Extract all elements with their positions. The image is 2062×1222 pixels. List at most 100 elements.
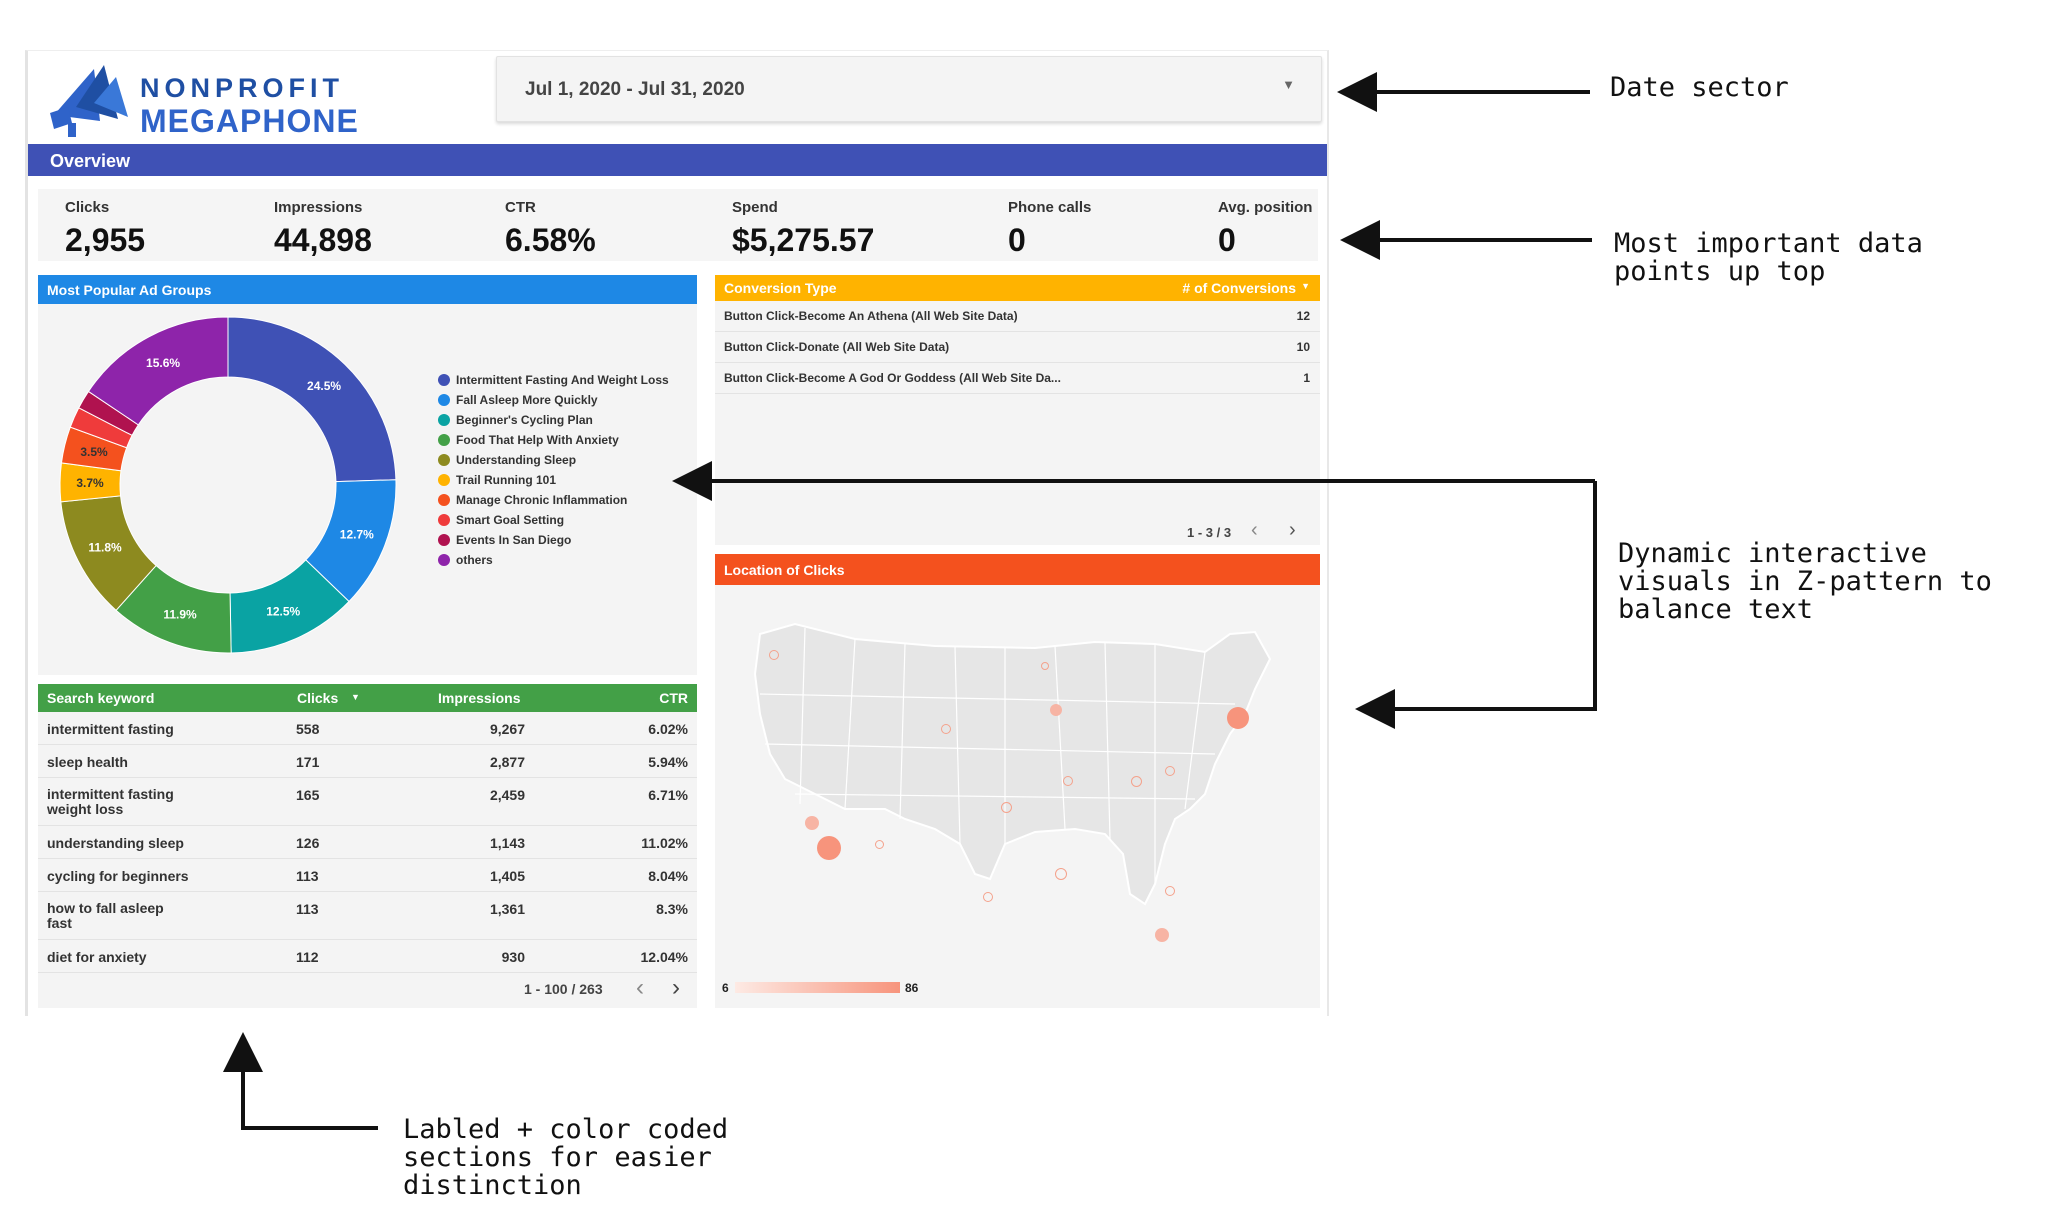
annotation-data-line1: Most important data [1614, 228, 1923, 259]
legend-dot [438, 394, 450, 406]
keywords-pager: 1 - 100 / 263 [524, 981, 603, 997]
conversions-header: Conversion Type # of Conversions ▼ [715, 275, 1320, 301]
conversions-panel: Conversion Type # of Conversions ▼ Butto… [715, 275, 1320, 545]
keyword-cell: sleep health [47, 754, 128, 770]
legend-label: Understanding Sleep [456, 453, 577, 467]
clicks-cell: 126 [296, 835, 320, 851]
annotation-dyn-line1: Dynamic interactive [1618, 538, 1927, 569]
impressions-col-header[interactable]: Impressions [438, 690, 521, 706]
kpi-label: Avg. position [1218, 199, 1313, 216]
conversion-count: 12 [1296, 309, 1310, 323]
ctr-cell: 6.71% [648, 787, 688, 803]
conversion-type: Button Click-Become An Athena (All Web S… [724, 309, 1018, 323]
impressions-cell: 1,405 [489, 868, 525, 884]
map-bubble[interactable] [875, 840, 884, 849]
map-bubble[interactable] [1063, 776, 1073, 786]
annotation-labeled-line2: sections for easier [403, 1142, 712, 1173]
map-bubble[interactable] [805, 816, 819, 830]
conversion-count: 10 [1296, 340, 1310, 354]
location-title: Location of Clicks [724, 562, 845, 578]
legend-item[interactable]: Events In San Diego [438, 533, 688, 548]
ctr-cell: 8.3% [656, 901, 688, 917]
keyword-cell: understanding sleep [47, 835, 184, 851]
kpi-value: 44,898 [274, 222, 372, 258]
annotation-date: Date sector [1610, 72, 1789, 103]
us-map[interactable] [735, 604, 1295, 944]
kpi-label: Clicks [65, 199, 110, 216]
donut-slice-label: 12.7% [340, 528, 374, 542]
map-bubble[interactable] [1131, 776, 1142, 787]
ctr-col-header[interactable]: CTR [659, 690, 688, 706]
impressions-cell: 1,143 [489, 835, 525, 851]
table-row[interactable]: diet for anxiety 112 930 12.04% [38, 940, 697, 973]
map-bubble[interactable] [1155, 928, 1169, 942]
table-row[interactable]: intermittent fasting weight loss 165 2,4… [38, 778, 697, 826]
overview-section-header: Overview [28, 144, 1327, 176]
next-page-icon[interactable]: › [1289, 519, 1296, 541]
megaphone-logo-icon [50, 65, 128, 137]
next-page-icon[interactable]: › [672, 974, 680, 1001]
table-row[interactable]: intermittent fasting 558 9,267 6.02% [38, 712, 697, 745]
map-bubble-large[interactable] [1227, 707, 1249, 729]
table-row[interactable]: Button Click-Become An Athena (All Web S… [715, 301, 1320, 332]
map-bubble[interactable] [1055, 868, 1067, 880]
map-bubble-large[interactable] [817, 836, 841, 860]
legend-item[interactable]: Food That Help With Anxiety [438, 433, 688, 448]
map-bubble[interactable] [983, 892, 993, 902]
map-bubble[interactable] [1041, 662, 1049, 670]
legend-item[interactable]: Trail Running 101 [438, 473, 688, 488]
table-row[interactable]: cycling for beginners 113 1,405 8.04% [38, 859, 697, 892]
date-range-selector[interactable]: Jul 1, 2020 - Jul 31, 2020 ▼ [496, 56, 1322, 122]
conversion-count-header[interactable]: # of Conversions [1182, 280, 1296, 296]
table-row[interactable]: understanding sleep 126 1,143 11.02% [38, 826, 697, 859]
donut-slice-label: 15.6% [146, 356, 180, 370]
map-bubble[interactable] [941, 724, 951, 734]
legend-item[interactable]: Understanding Sleep [438, 453, 688, 468]
sort-desc-icon[interactable]: ▼ [1301, 281, 1310, 291]
arrow-dyn-bottom [1355, 481, 1597, 729]
keyword-cell: intermittent fasting weight loss [47, 786, 174, 817]
location-header: Location of Clicks [715, 554, 1320, 585]
legend-label: Fall Asleep More Quickly [456, 393, 598, 407]
keyword-col-header[interactable]: Search keyword [47, 690, 155, 706]
legend-dot [438, 374, 450, 386]
legend-item[interactable]: others [438, 553, 688, 568]
legend-label: Events In San Diego [456, 533, 572, 547]
legend-item[interactable]: Manage Chronic Inflammation [438, 493, 688, 508]
map-bubble[interactable] [769, 650, 779, 660]
clicks-cell: 165 [296, 787, 320, 803]
table-row[interactable]: sleep health 171 2,877 5.94% [38, 745, 697, 778]
ctr-cell: 5.94% [648, 754, 688, 770]
prev-page-icon[interactable]: ‹ [1251, 519, 1258, 541]
ad-groups-donut-chart[interactable]: 24.5% 12.7% 12.5% 11.9% 11.8% 3.7% 3.5% 15.6% [58, 315, 398, 655]
annotation-data-line2: points up top [1614, 256, 1826, 287]
table-row[interactable]: Button Click-Donate (All Web Site Data) … [715, 332, 1320, 363]
legend-label: Beginner's Cycling Plan [456, 413, 593, 427]
legend-item[interactable]: Fall Asleep More Quickly [438, 393, 688, 408]
kpi-avg-position: Avg. position 0 [1218, 199, 1312, 259]
date-range-value: Jul 1, 2020 - Jul 31, 2020 [525, 79, 745, 100]
scale-min: 6 [722, 981, 729, 995]
conversion-type: Button Click-Become A God Or Goddess (Al… [724, 371, 1061, 385]
kpi-value: 6.58% [505, 222, 596, 258]
map-bubble[interactable] [1001, 802, 1012, 813]
sort-desc-icon[interactable]: ▼ [351, 692, 360, 702]
keyword-cell: cycling for beginners [47, 868, 189, 884]
table-row[interactable]: Button Click-Become A God Or Goddess (Al… [715, 363, 1320, 394]
scale-max: 86 [905, 981, 919, 995]
keyword-cell: intermittent fasting [47, 721, 174, 737]
legend-item[interactable]: Intermittent Fasting And Weight Loss [438, 373, 688, 388]
map-bubble[interactable] [1165, 766, 1175, 776]
legend-item[interactable]: Beginner's Cycling Plan [438, 413, 688, 428]
legend-item[interactable]: Smart Goal Setting [438, 513, 688, 528]
map-bubble[interactable] [1165, 886, 1175, 896]
clicks-col-header[interactable]: Clicks [297, 690, 339, 706]
conversion-type-header[interactable]: Conversion Type [724, 280, 837, 296]
map-bubble[interactable] [1050, 704, 1062, 716]
table-row[interactable]: how to fall asleep fast 113 1,361 8.3% [38, 892, 697, 940]
annotation-dyn-line2: visuals in Z-pattern to [1618, 566, 1992, 597]
donut-slice[interactable] [87, 316, 229, 426]
prev-page-icon[interactable]: ‹ [636, 974, 644, 1001]
conversions-pager: 1 - 3 / 3 [1187, 525, 1232, 540]
dropdown-caret-icon: ▼ [1282, 77, 1295, 92]
